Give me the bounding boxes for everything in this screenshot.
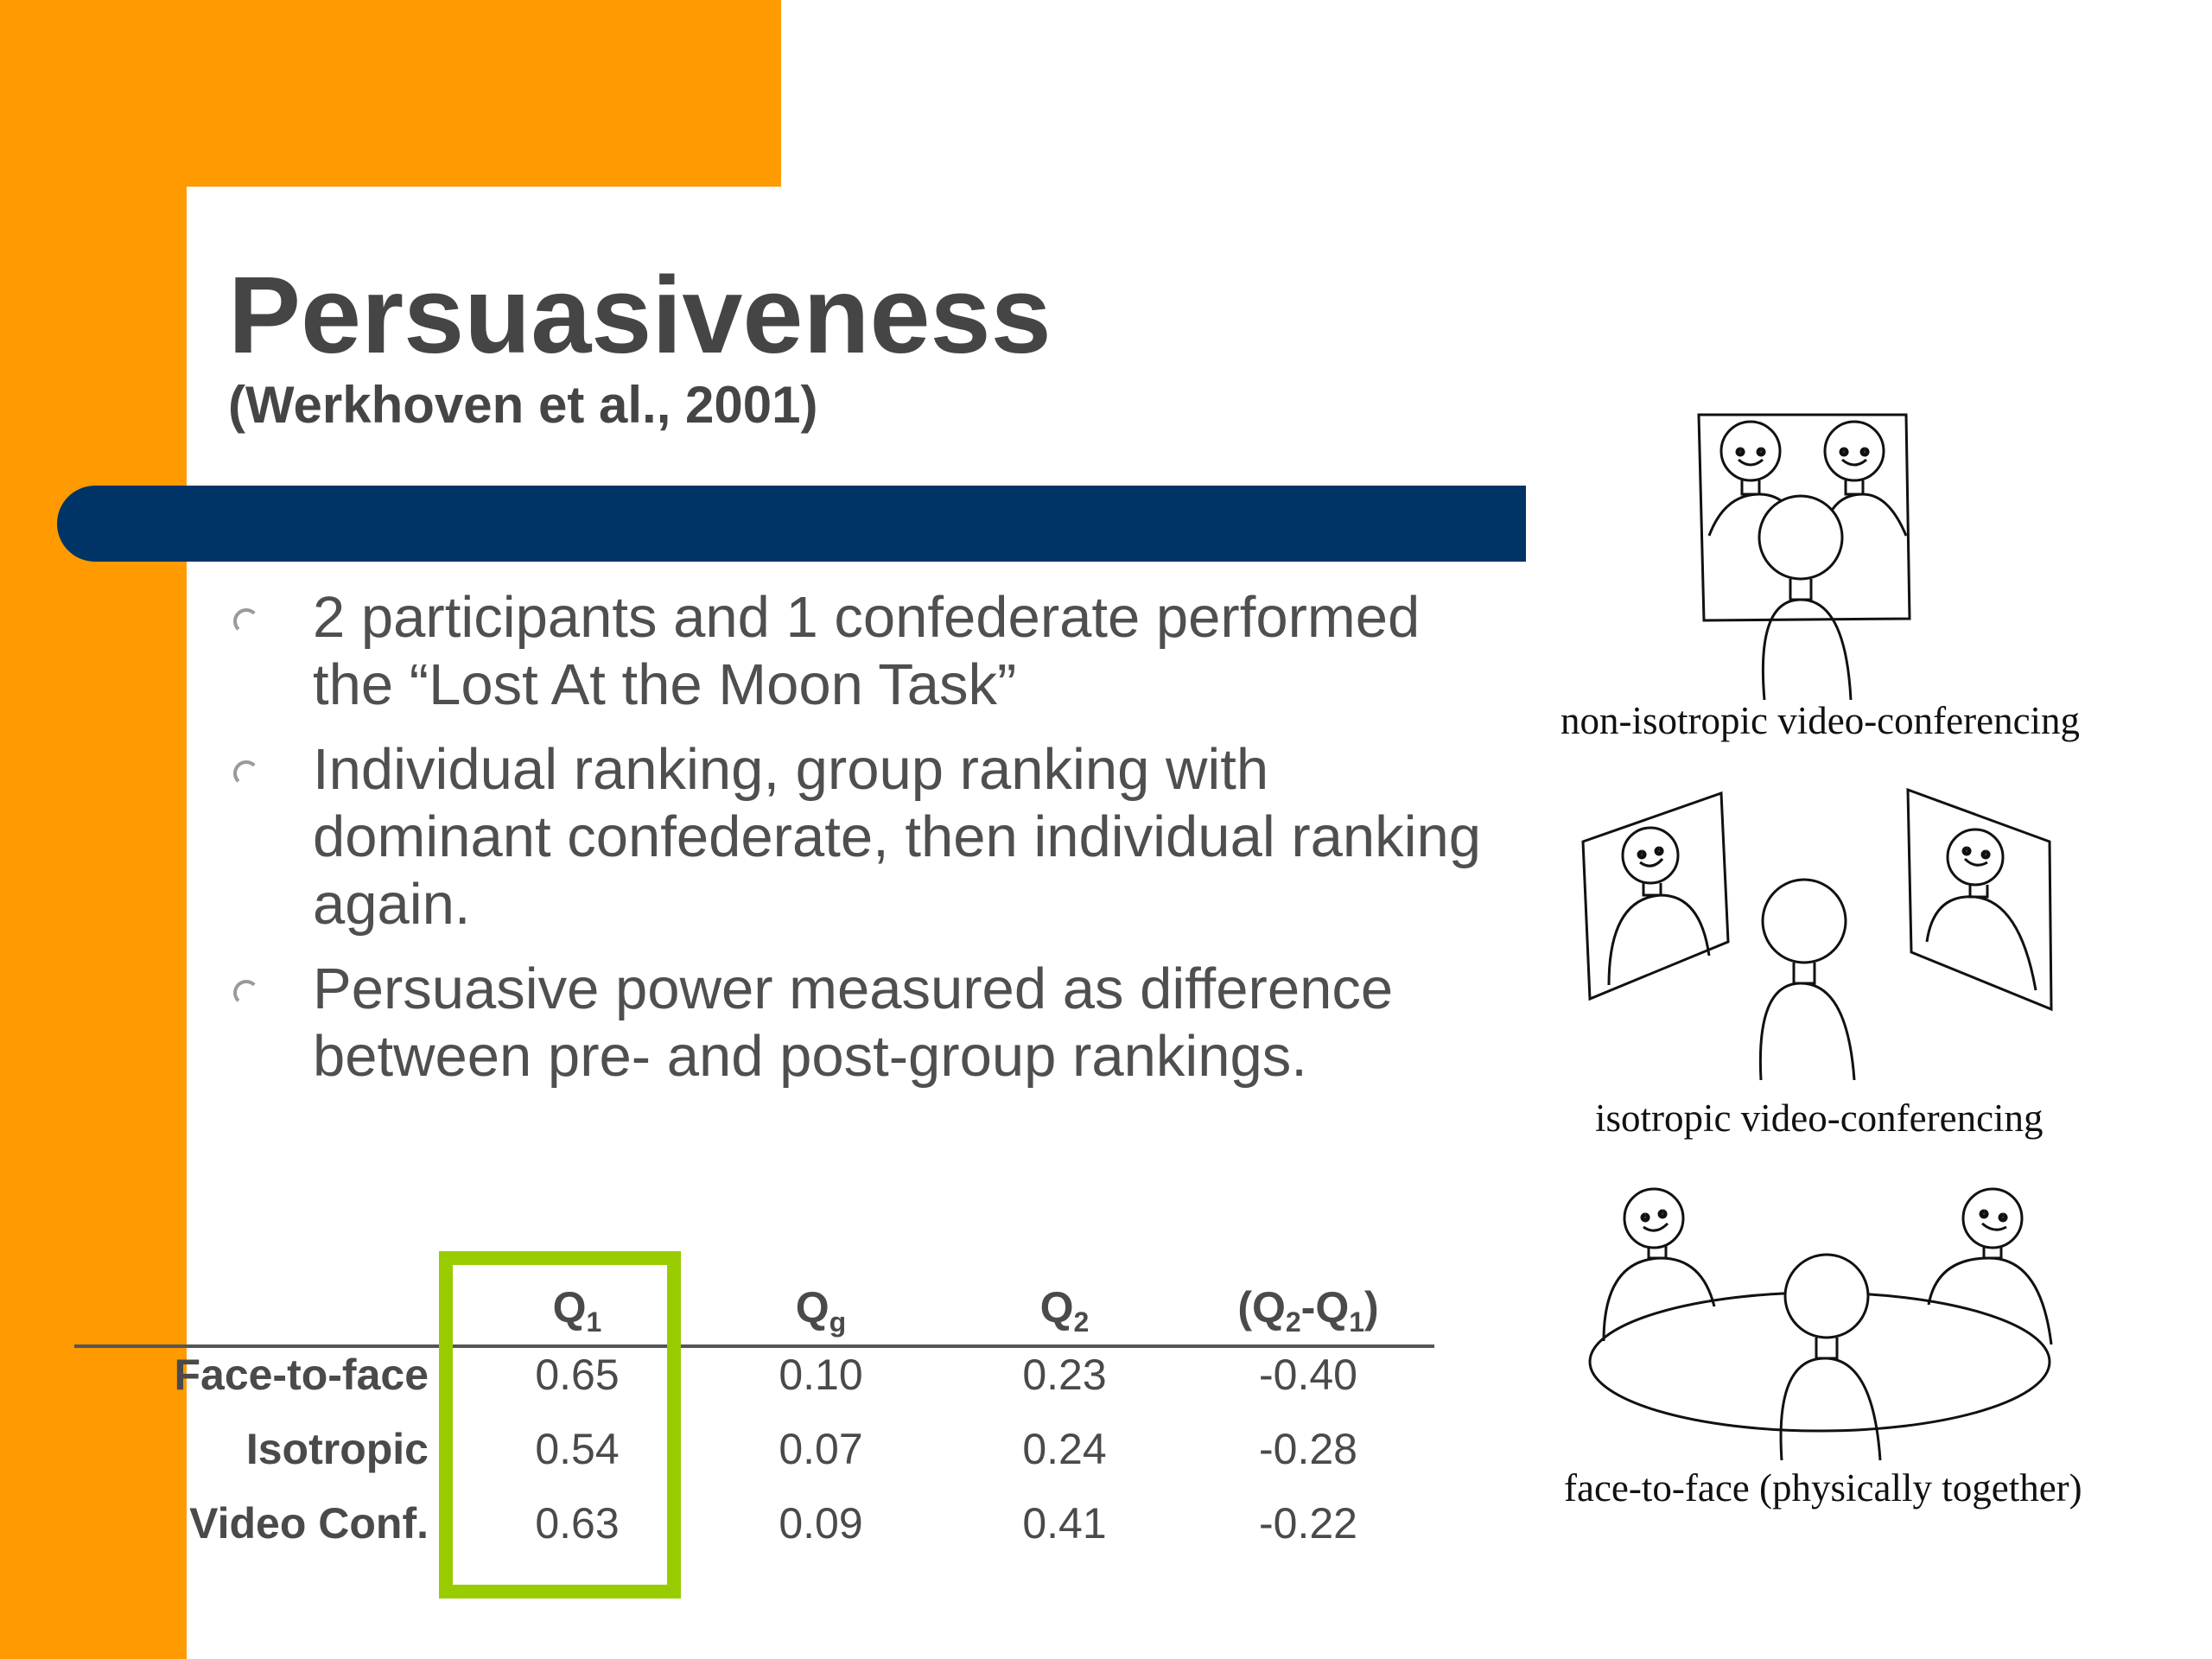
- bullet-text: 2 participants and 1 confederate perform…: [313, 585, 1421, 717]
- orange-top-band: [0, 0, 781, 187]
- table-cell: 0.09: [779, 1499, 863, 1548]
- table-header-q1: Q1: [552, 1283, 602, 1338]
- caption-isotropic: isotropic video-conferencing: [1595, 1096, 2044, 1140]
- row-label: Face-to-face: [174, 1351, 429, 1399]
- table-rule: [74, 1344, 1434, 1348]
- table-cell: 0.07: [779, 1425, 863, 1473]
- bullet-item: Persuasive power measured as difference …: [233, 956, 1495, 1090]
- bullet-icon: [233, 608, 259, 634]
- bullet-icon: [233, 760, 259, 786]
- table-cell: 0.10: [779, 1351, 863, 1399]
- bullet-text: Individual ranking, group ranking with d…: [313, 737, 1482, 937]
- face-to-face-drawing: [1588, 1187, 2053, 1461]
- bullet-list: 2 participants and 1 confederate perform…: [233, 584, 1495, 1108]
- isotropic-drawing: [1581, 787, 2053, 1081]
- bullet-text: Persuasive power measured as difference …: [313, 957, 1394, 1089]
- row-label: Isotropic: [245, 1425, 429, 1473]
- slide-title: Persuasiveness: [228, 254, 1052, 376]
- table-cell: 0.63: [535, 1499, 620, 1548]
- table-cell: -0.22: [1259, 1499, 1357, 1548]
- table-cell: -0.40: [1259, 1351, 1357, 1399]
- caption-face-to-face: face-to-face (physically together): [1564, 1466, 2082, 1510]
- q1-highlight-box: [439, 1251, 681, 1599]
- table-cell: 0.54: [535, 1425, 620, 1473]
- bullet-item: Individual ranking, group ranking with d…: [233, 736, 1495, 938]
- table-cell: 0.65: [535, 1351, 620, 1399]
- orange-side-band: [0, 0, 187, 1659]
- conferencing-illustration: [1581, 413, 2053, 1461]
- table-cell: 0.41: [1022, 1499, 1107, 1548]
- non-isotropic-drawing: [1697, 413, 1911, 701]
- slide-subtitle: (Werkhoven et al., 2001): [228, 376, 818, 434]
- caption-non-isotropic: non-isotropic video-conferencing: [1560, 699, 2081, 742]
- bullet-item: 2 participants and 1 confederate perform…: [233, 584, 1495, 719]
- table-header-diff: (Q2-Q1): [1237, 1283, 1379, 1338]
- table-cell: -0.28: [1259, 1425, 1357, 1473]
- table-cell: 0.24: [1022, 1425, 1107, 1473]
- table-cell: 0.23: [1022, 1351, 1107, 1399]
- table-header-q2: Q2: [1039, 1283, 1090, 1338]
- title-divider-bar: [57, 486, 1526, 562]
- row-label: Video Conf.: [189, 1499, 429, 1548]
- bullet-icon: [233, 980, 259, 1006]
- table-header-qg: Qg: [795, 1283, 847, 1338]
